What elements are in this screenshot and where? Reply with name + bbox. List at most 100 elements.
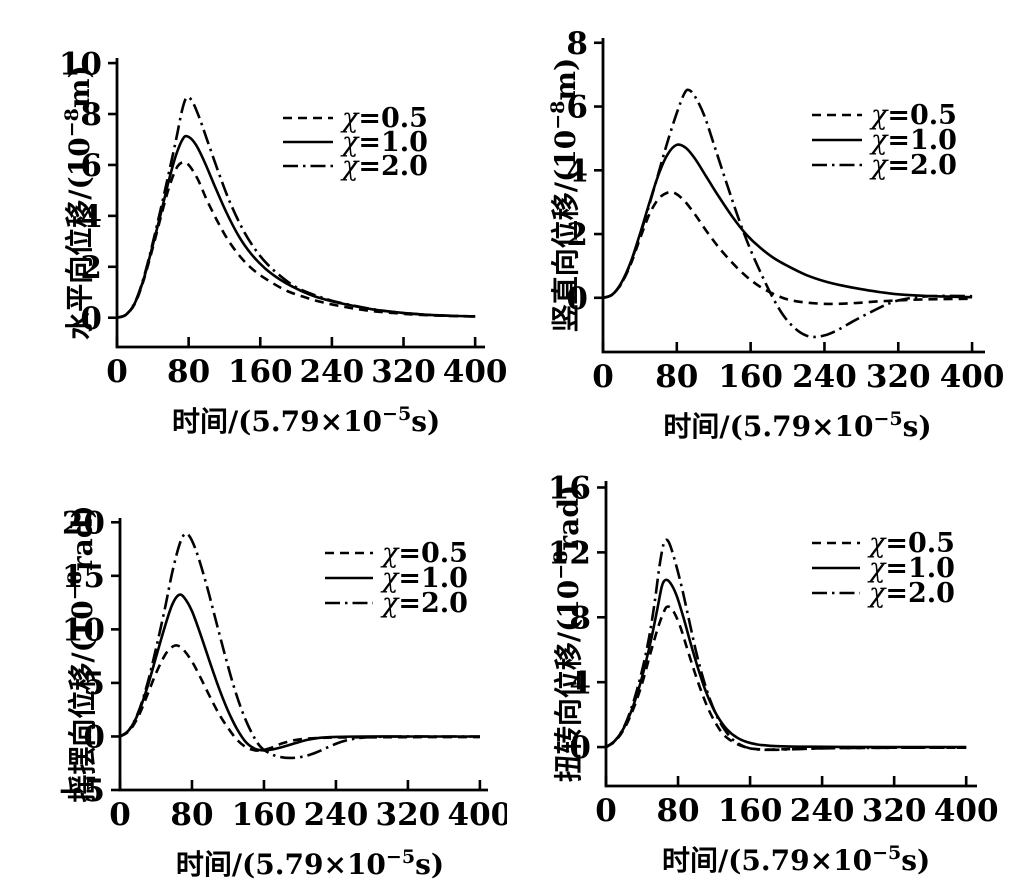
legend-item-χ=0.5: χ=0.5 <box>283 103 428 134</box>
x-axis-title: 时间/(5.79×10−5s) <box>663 408 931 443</box>
legend-item-χ=1.0: χ=1.0 <box>325 563 468 594</box>
x-tick-label: 320 <box>376 797 441 833</box>
x-tick-label: 400 <box>934 793 999 829</box>
y-tick-label: −5 <box>57 773 105 809</box>
x-tick-label: 80 <box>170 797 213 833</box>
legend-label: χ=2.0 <box>340 151 428 182</box>
y-tick-label: 0 <box>569 730 591 766</box>
y-tick-label: 4 <box>569 665 591 701</box>
legend-label: χ=2.0 <box>869 150 957 181</box>
series-chi=0.5 <box>116 160 476 319</box>
legend-item-χ=1.0: χ=1.0 <box>812 125 957 156</box>
y-axis-title: 水平向位移/(10−8m) <box>61 65 96 339</box>
legend: χ=0.5χ=1.0χ=2.0 <box>325 538 468 619</box>
axes-lines <box>115 58 485 349</box>
y-tick-label: 12 <box>548 536 591 572</box>
series-chi=2.0 <box>605 538 967 752</box>
legend-item-χ=2.0: χ=2.0 <box>325 588 468 619</box>
y-tick-label: 20 <box>62 505 105 541</box>
series-chi=1.0 <box>119 593 480 752</box>
legend-item-χ=1.0: χ=1.0 <box>812 553 955 584</box>
x-tick-label: 240 <box>792 359 857 395</box>
y-axis-title: 扭转向位移/(10−8rad) <box>550 485 585 782</box>
legend-item-χ=0.5: χ=0.5 <box>325 538 468 569</box>
series-chi=1.0 <box>602 143 973 300</box>
x-tick-label: 160 <box>718 359 783 395</box>
y-axis-title: 竖直向位移/(10−8m) <box>547 58 582 332</box>
legend-label: χ=2.0 <box>867 578 955 609</box>
panel-vertical-displacement: 0 2 4 6 8 0 80 160 240 320 400 竖直向位移/(10−8m) 时间/(5.7… <box>507 0 1014 443</box>
y-tick-label: 16 <box>548 471 591 507</box>
x-tick-label: 240 <box>304 797 369 833</box>
horizontal-displacement-chart: 0 2 4 6 8 10 0 80 160 240 320 400 水平向位移/(10−8m) 时间/(5… <box>59 46 507 438</box>
x-tick-label: 160 <box>228 354 293 390</box>
legend-item-χ=0.5: χ=0.5 <box>812 100 957 131</box>
y-tick-label: 4 <box>566 153 588 189</box>
y-tick-label: 5 <box>83 666 105 702</box>
y-tick-label: 8 <box>80 97 102 133</box>
x-tick-label: 80 <box>656 793 699 829</box>
legend-item-χ=2.0: χ=2.0 <box>283 151 428 182</box>
y-axis-title: 摇摆向位移/(10−8rad) <box>64 505 99 802</box>
legend-label: χ=0.5 <box>869 100 957 131</box>
x-tick-label: 240 <box>300 354 365 390</box>
series-chi=0.5 <box>602 190 973 306</box>
x-tick-label: 80 <box>655 359 698 395</box>
y-tick-label: 0 <box>80 301 102 337</box>
x-tick-label: 0 <box>109 797 131 833</box>
y-tick-label: 15 <box>62 559 105 595</box>
y-tick-label: 6 <box>80 148 102 184</box>
x-axis-title: 时间/(5.79×10−5s) <box>172 403 440 438</box>
x-tick-label: 0 <box>106 354 128 390</box>
x-tick-label: 0 <box>595 793 617 829</box>
x-tick-label: 80 <box>167 354 210 390</box>
legend-item-χ=2.0: χ=2.0 <box>812 150 957 181</box>
legend-label: χ=0.5 <box>867 528 955 559</box>
y-tick-label: 10 <box>62 613 105 649</box>
y-tick-label: 0 <box>83 720 105 756</box>
legend: χ=0.5χ=1.0χ=2.0 <box>283 103 428 182</box>
x-tick-label: 160 <box>232 797 297 833</box>
y-tick-label: 2 <box>80 250 102 286</box>
legend-label: χ=1.0 <box>869 125 957 156</box>
series-chi=2.0 <box>602 88 973 339</box>
x-axis-title: 时间/(5.79×10−5s) <box>662 842 930 877</box>
y-tick-label: 2 <box>566 217 588 253</box>
legend-label: χ=1.0 <box>340 127 428 158</box>
series-chi=0.5 <box>119 644 480 752</box>
panel-horizontal-displacement: 0 2 4 6 8 10 0 80 160 240 320 400 水平向位移/(10−8m) 时间/(5… <box>0 0 507 443</box>
x-tick-label: 320 <box>862 793 927 829</box>
x-tick-label: 0 <box>592 359 614 395</box>
legend-label: χ=0.5 <box>380 538 468 569</box>
x-tick-label: 320 <box>371 354 436 390</box>
y-tick-label: 4 <box>80 199 102 235</box>
x-tick-label: 400 <box>448 797 507 833</box>
legend-label: χ=1.0 <box>867 553 955 584</box>
y-tick-label: 8 <box>566 26 588 62</box>
panel-torsional-displacement: 0 4 8 12 16 0 80 160 240 320 400 扭转向位移/(10−8rad) 时间/… <box>507 443 1014 886</box>
x-tick-label: 320 <box>866 359 931 395</box>
series-chi=2.0 <box>116 95 476 319</box>
series-chi=1.0 <box>605 578 967 749</box>
panel-rocking-displacement: −5 0 5 10 15 20 0 80 160 240 320 400 摇摆向位移/(10−8rad)… <box>0 443 507 886</box>
legend-label: χ=0.5 <box>340 103 428 134</box>
legend-item-χ=2.0: χ=2.0 <box>812 578 955 609</box>
x-tick-label: 400 <box>443 354 507 390</box>
x-tick-label: 240 <box>790 793 855 829</box>
x-tick-label: 160 <box>718 793 783 829</box>
legend: χ=0.5χ=1.0χ=2.0 <box>812 528 955 609</box>
legend-item-χ=1.0: χ=1.0 <box>283 127 428 158</box>
legend-item-χ=0.5: χ=0.5 <box>812 528 955 559</box>
x-tick-label: 400 <box>940 359 1005 395</box>
x-axis-title: 时间/(5.79×10−5s) <box>176 846 444 881</box>
y-tick-label: 8 <box>569 600 591 636</box>
legend-label: χ=2.0 <box>380 588 468 619</box>
series-chi=2.0 <box>119 532 480 760</box>
legend-label: χ=1.0 <box>380 563 468 594</box>
legend: χ=0.5χ=1.0χ=2.0 <box>812 100 957 181</box>
axes-lines <box>604 481 977 788</box>
